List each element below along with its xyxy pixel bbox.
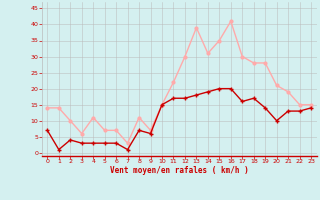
X-axis label: Vent moyen/en rafales ( km/h ): Vent moyen/en rafales ( km/h ) [110,166,249,175]
